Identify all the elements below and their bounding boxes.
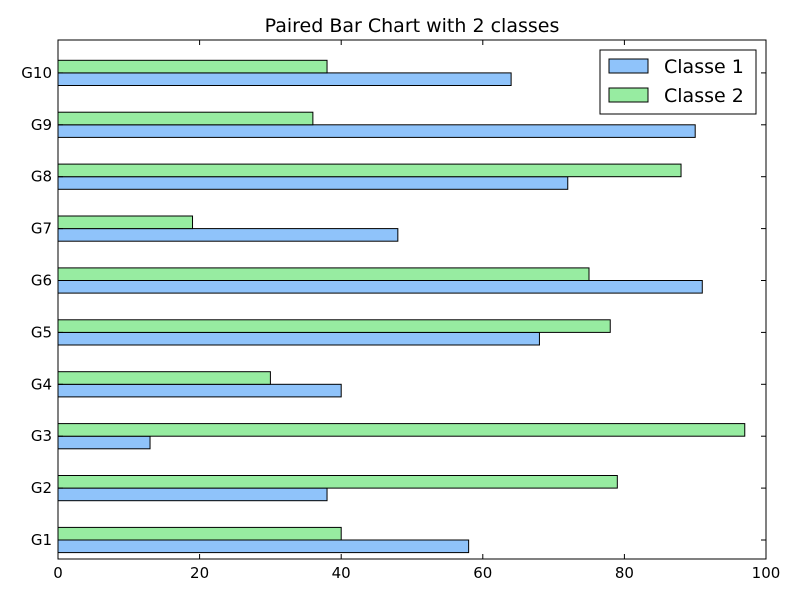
bar-classe2-g6: [57, 267, 590, 281]
ticks-layer: 0 20 40 60 80 100 G1 G2 G3 G4 G5 G6 G7 G8 G9 G10: [21, 40, 780, 582]
y-tick-label-g1: G1: [31, 531, 52, 549]
y-tick-label-g10: G10: [21, 64, 52, 82]
y-tick-label-g8: G8: [31, 168, 52, 186]
bar-classe2-g9: [57, 111, 314, 126]
y-tick-label-g4: G4: [31, 375, 52, 393]
x-tick-label: 0: [53, 564, 63, 582]
x-tick-label: 100: [752, 564, 781, 582]
bar-classe2-g1: [57, 526, 342, 541]
bar-classe2-g3: [57, 423, 746, 437]
bar-classe1-g3: [57, 435, 151, 450]
x-tick-label: 80: [615, 564, 634, 582]
y-tick-label-g5: G5: [31, 323, 52, 341]
legend-swatch-2: [608, 87, 649, 103]
x-tick-label: 20: [190, 564, 209, 582]
bar-classe1-g6: [57, 280, 703, 294]
bar-classe2-g4: [57, 371, 271, 385]
chart-title: Paired Bar Chart with 2 classes: [265, 15, 560, 37]
bar-classe1-g4: [57, 383, 342, 398]
y-tick-label-g3: G3: [31, 427, 52, 445]
bar-classe2-g5: [57, 319, 611, 333]
legend-label-1: Classe 1: [664, 56, 744, 78]
y-tick-label-g7: G7: [31, 220, 52, 238]
legend: Classe 1 Classe 2: [599, 49, 757, 115]
bar-classe1-g8: [57, 176, 569, 190]
bar-classe2-g2: [57, 475, 618, 489]
bar-classe2-g7: [57, 215, 194, 230]
x-tick-label: 60: [473, 564, 492, 582]
bar-classe1-g5: [57, 331, 540, 346]
legend-swatch-1: [608, 58, 649, 74]
y-tick-label-g6: G6: [31, 272, 52, 290]
bar-classe1-g1: [57, 539, 470, 554]
plot-frame: [57, 39, 767, 560]
y-tick-label-g2: G2: [31, 479, 52, 497]
bar-classe2-g8: [57, 163, 682, 178]
bar-classe1-g2: [57, 487, 328, 502]
legend-label-2: Classe 2: [664, 85, 744, 107]
x-tick-label: 40: [332, 564, 351, 582]
bar-classe2-g10: [57, 59, 328, 74]
bar-classe1-g7: [57, 228, 399, 242]
y-tick-label-g9: G9: [31, 116, 52, 134]
bar-classe1-g9: [57, 124, 696, 138]
bar-classe1-g10: [57, 72, 512, 87]
